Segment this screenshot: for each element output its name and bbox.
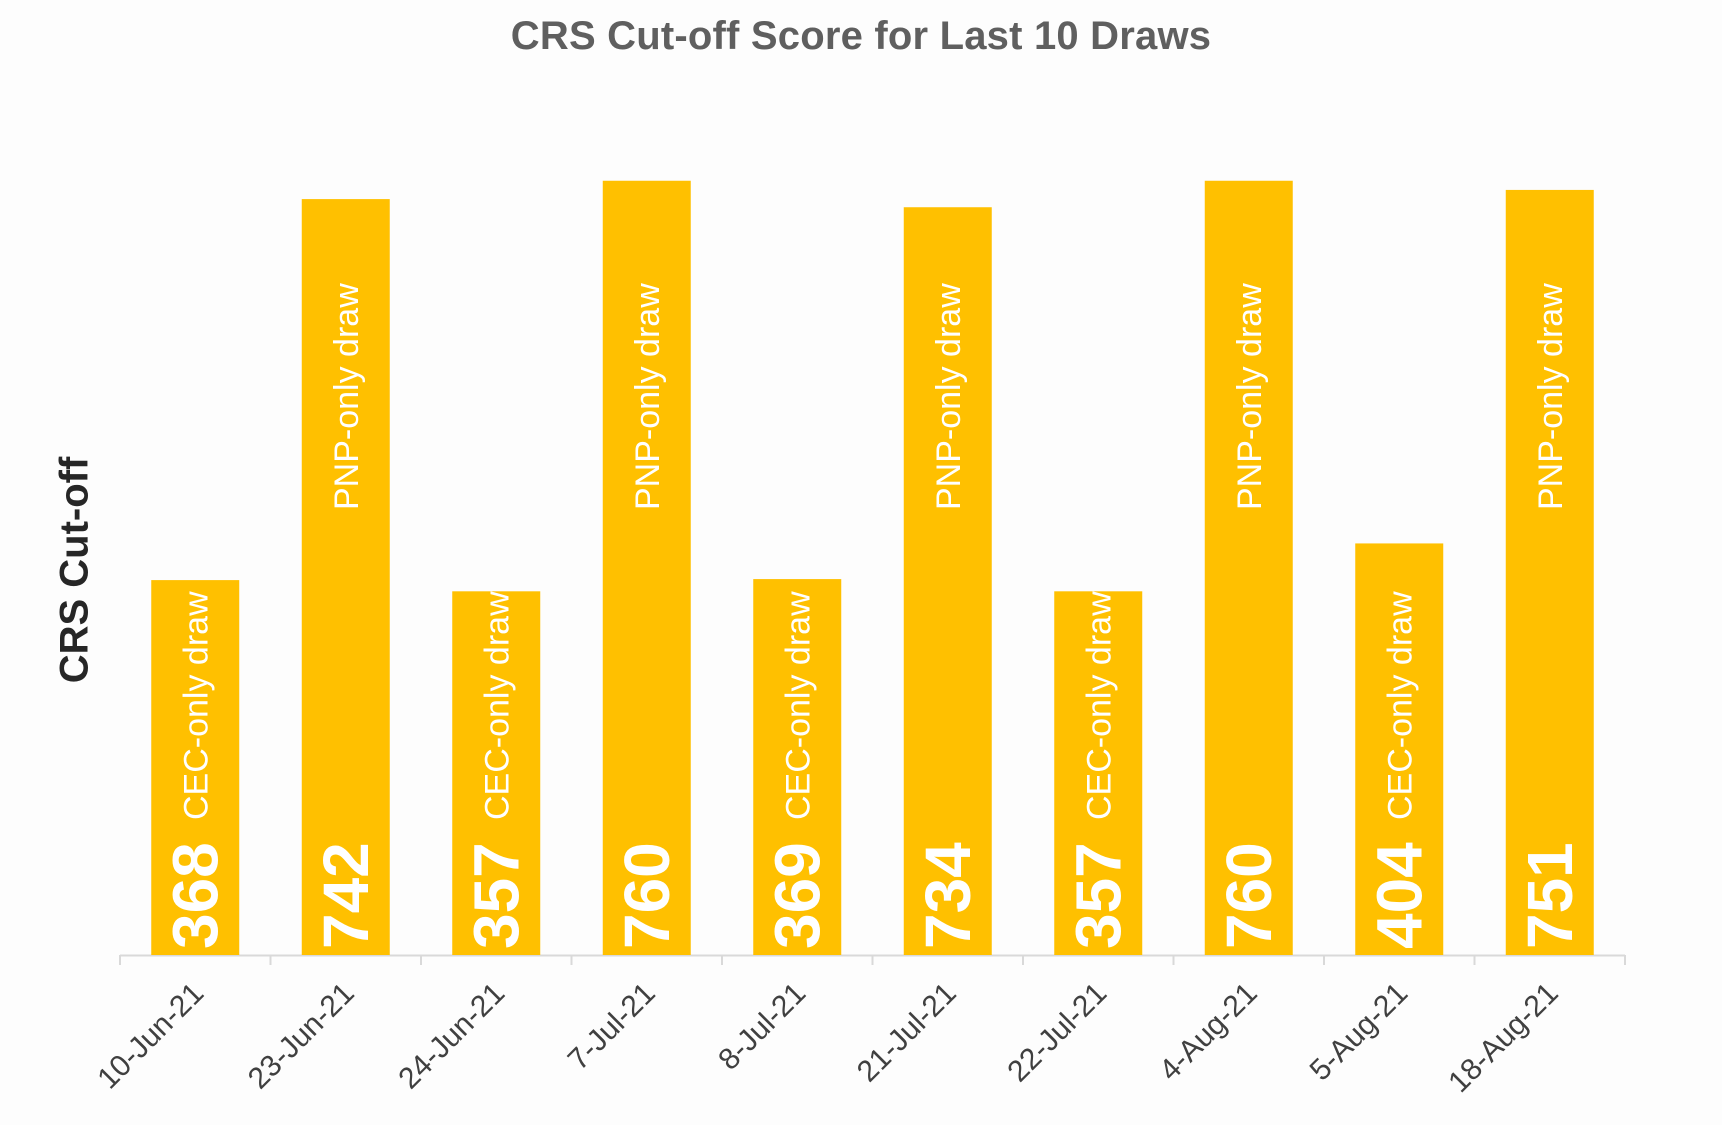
bar — [452, 591, 541, 955]
x-tick-label: 18-Aug-21 — [1442, 977, 1564, 1099]
bar-annotation: PNP-only draw — [1532, 283, 1570, 510]
bar-annotation: CEC-only draw — [478, 591, 516, 820]
x-tick-label: 22-Jul-21 — [1001, 977, 1113, 1089]
bar — [903, 207, 992, 956]
x-tick-label: 8-Jul-21 — [712, 977, 812, 1077]
bar-annotation: CEC-only draw — [779, 591, 817, 820]
data-label: 357 — [1062, 842, 1134, 949]
bar — [301, 199, 390, 955]
bar — [753, 579, 842, 955]
bar — [151, 580, 240, 955]
x-tick-label: 24-Jun-21 — [392, 977, 511, 1096]
bar-annotation: PNP-only draw — [1231, 283, 1269, 510]
bar — [1355, 543, 1444, 955]
bar-annotation: PNP-only draw — [328, 283, 366, 510]
x-tick-label: 23-Jun-21 — [242, 977, 361, 1096]
x-tick-label: 21-Jul-21 — [851, 977, 963, 1089]
bar-annotation: CEC-only draw — [1080, 591, 1118, 820]
x-tick-label: 10-Jun-21 — [91, 977, 210, 1096]
bar-annotation: CEC-only draw — [177, 591, 215, 820]
chart-title: CRS Cut-off Score for Last 10 Draws — [510, 14, 1212, 58]
data-label: 368 — [159, 842, 231, 949]
data-label: 760 — [1213, 842, 1285, 949]
bar — [602, 180, 691, 955]
data-label: 742 — [310, 842, 382, 949]
bar — [1054, 591, 1143, 955]
x-tick-label: 7-Jul-21 — [562, 977, 662, 1077]
bar-annotation: PNP-only draw — [930, 283, 968, 510]
data-label: 369 — [761, 842, 833, 949]
data-label: 734 — [912, 842, 984, 949]
x-tick-label: 5-Aug-21 — [1304, 977, 1415, 1088]
x-tick-label: 4-Aug-21 — [1153, 977, 1264, 1088]
data-label: 404 — [1363, 842, 1435, 949]
bar-annotation: CEC-only draw — [1381, 591, 1419, 820]
data-label: 357 — [460, 842, 532, 949]
data-label: 751 — [1514, 842, 1586, 949]
bar-annotation: PNP-only draw — [629, 283, 667, 510]
bar — [1505, 189, 1594, 955]
data-label: 760 — [611, 842, 683, 949]
bar — [1204, 180, 1293, 955]
